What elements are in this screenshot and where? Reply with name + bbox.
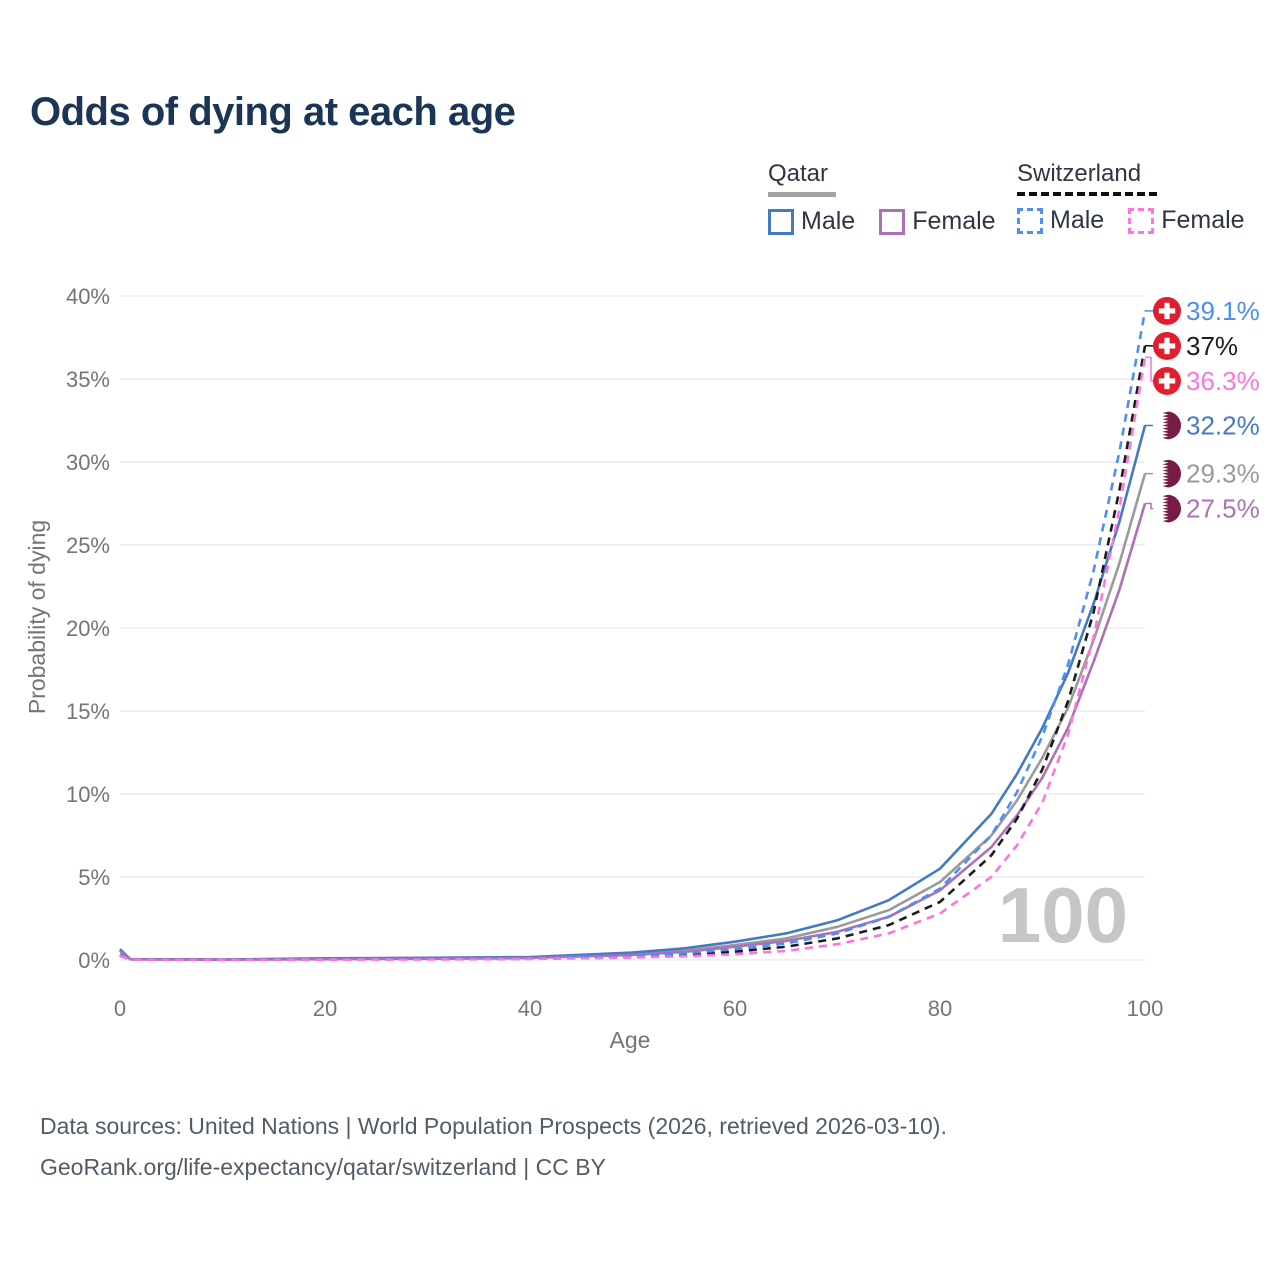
- y-tick-30: 30%: [66, 450, 110, 475]
- end-label-group-switzerland-female: 36.3%: [1145, 356, 1260, 396]
- end-label-value: 36.3%: [1186, 366, 1260, 396]
- end-label-group-switzerland-both-sexes: 37%: [1145, 331, 1238, 361]
- end-label-value: 27.5%: [1186, 494, 1260, 524]
- end-label-connector: [1145, 356, 1155, 382]
- end-label-value: 29.3%: [1186, 459, 1260, 489]
- end-label-group-qatar-both-sexes: 29.3%: [1145, 459, 1260, 489]
- series-line-qatar-male[interactable]: [119, 425, 1147, 961]
- end-label-group-qatar-male: 32.2%: [1145, 410, 1260, 440]
- legend-group-switzerland: Switzerland Male Female: [1017, 160, 1269, 235]
- legend-swatch-switzerland-male[interactable]: [1017, 207, 1043, 234]
- switzerland-flag-icon: [1153, 331, 1181, 360]
- y-tick-35: 35%: [66, 367, 110, 392]
- y-axis-title: Probability of dying: [24, 520, 50, 714]
- y-tick-0: 0%: [78, 948, 110, 973]
- legend-country-qatar: Qatar: [768, 160, 829, 187]
- series-line-switzerland-male[interactable]: [119, 310, 1147, 962]
- legend-label-qatar-male[interactable]: Male: [801, 207, 856, 235]
- x-tick-80: 80: [928, 996, 952, 1021]
- x-tick-100: 100: [1127, 996, 1164, 1021]
- y-tick-25: 25%: [66, 533, 110, 558]
- qatar-flag-icon: [1153, 459, 1181, 488]
- end-label-connector: [1145, 502, 1155, 510]
- legend-country-switzerland: Switzerland: [1017, 160, 1142, 187]
- legend-label-switzerland-female[interactable]: Female: [1161, 206, 1245, 234]
- y-tick-40: 40%: [66, 284, 110, 309]
- series-line-qatar-both-sexes[interactable]: [119, 473, 1147, 961]
- end-label-value: 39.1%: [1186, 296, 1260, 326]
- series-line-switzerland-female[interactable]: [119, 357, 1147, 962]
- footer-data-sources: Data sources: United Nations | World Pop…: [40, 1113, 947, 1139]
- series-line-switzerland-both-sexes[interactable]: [119, 345, 1147, 962]
- x-tick-40: 40: [518, 996, 542, 1021]
- qatar-flag-icon: [1153, 411, 1181, 440]
- y-tick-5: 5%: [78, 865, 110, 890]
- end-label-value: 37%: [1186, 331, 1238, 361]
- end-label-group-switzerland-male: 39.1%: [1145, 296, 1260, 326]
- y-tick-10: 10%: [66, 782, 110, 807]
- end-label-group-qatar-female: 27.5%: [1145, 494, 1260, 524]
- series-line-qatar-female[interactable]: [119, 503, 1147, 962]
- footer: Data sources: United Nations | World Pop…: [40, 1106, 947, 1188]
- legend-group-qatar: Qatar Male Female: [768, 160, 1020, 236]
- legend-label-switzerland-male[interactable]: Male: [1050, 206, 1105, 234]
- switzerland-flag-icon: [1153, 296, 1181, 325]
- legend-swatch-switzerland-female[interactable]: [1128, 207, 1155, 234]
- y-tick-20: 20%: [66, 616, 110, 641]
- x-tick-0: 0: [114, 996, 126, 1021]
- page-title: Odds of dying at each age: [30, 90, 516, 134]
- legend-underline-switzerland-dashed: [1017, 192, 1157, 196]
- hover-age-watermark: 100: [998, 871, 1128, 959]
- footer-attribution: GeoRank.org/life-expectancy/qatar/switze…: [40, 1154, 606, 1180]
- legend-label-qatar-female[interactable]: Female: [912, 207, 996, 235]
- x-axis-title: Age: [610, 1027, 651, 1053]
- legend-underline-qatar-solid: [768, 192, 836, 197]
- qatar-flag-icon: [1153, 494, 1181, 523]
- y-tick-15: 15%: [66, 699, 110, 724]
- legend-swatch-qatar-male[interactable]: [768, 208, 794, 235]
- x-tick-60: 60: [723, 996, 747, 1021]
- legend-swatch-qatar-female[interactable]: [879, 208, 906, 235]
- x-tick-20: 20: [313, 996, 337, 1021]
- end-label-value: 32.2%: [1186, 410, 1260, 440]
- switzerland-flag-icon: [1153, 366, 1181, 395]
